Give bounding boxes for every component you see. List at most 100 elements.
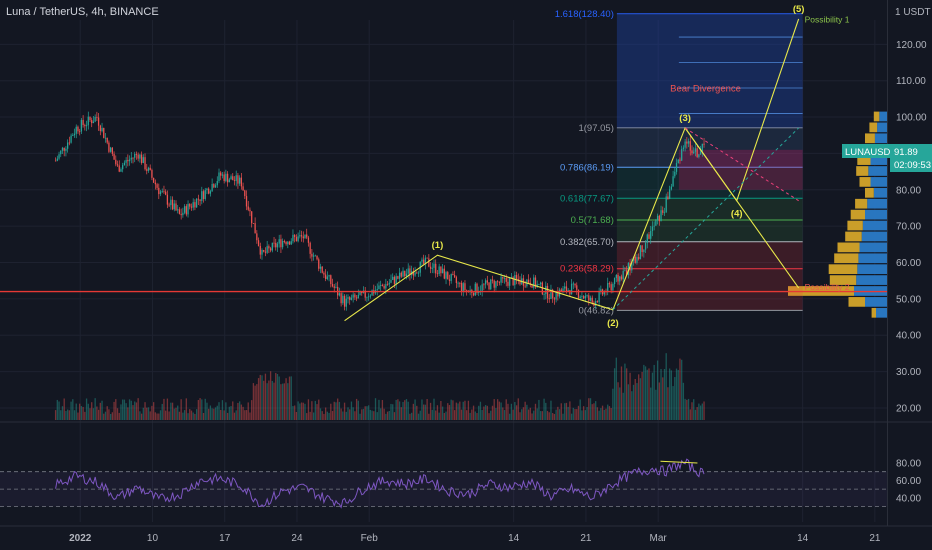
candle-body xyxy=(326,276,329,280)
time-tick-label: 21 xyxy=(869,533,881,544)
volume-bar xyxy=(349,409,351,420)
candle-body xyxy=(644,242,647,250)
volume-bar xyxy=(624,363,626,420)
candle-body xyxy=(352,294,354,298)
volume-profile-down-bar xyxy=(869,122,878,133)
candle-body xyxy=(684,141,686,148)
volume-bar xyxy=(553,413,556,420)
candle-body xyxy=(496,281,499,282)
candle-body xyxy=(292,234,294,242)
candle-body xyxy=(152,177,155,183)
candle-body xyxy=(466,290,468,292)
volume-bar xyxy=(560,403,562,420)
candle-body xyxy=(600,289,602,292)
volume-bar xyxy=(636,383,638,420)
candle-body xyxy=(122,165,124,170)
volume-bar xyxy=(435,410,437,420)
candle-body xyxy=(638,257,640,260)
volume-bar xyxy=(431,409,433,420)
wave-label: (2) xyxy=(607,318,619,329)
candle-body xyxy=(534,277,537,288)
candle-body xyxy=(424,257,427,264)
price-tick-label: 20.00 xyxy=(896,403,921,414)
volume-bar xyxy=(658,382,660,420)
rsi-line xyxy=(55,458,705,509)
volume-bar xyxy=(352,407,354,420)
volume-bar xyxy=(441,406,444,420)
volume-bar xyxy=(300,402,303,420)
volume-bar xyxy=(209,405,212,420)
volume-bar xyxy=(154,412,157,420)
rsi-pane[interactable] xyxy=(0,458,887,509)
volume-bar xyxy=(137,398,139,420)
fibonacci-retracement[interactable]: 0(46.82) 0.236(58.29) 0.382(65.70) 0.5(71.6… xyxy=(555,9,803,317)
candle-body xyxy=(75,126,77,134)
price-tick-label: 120.00 xyxy=(896,40,927,51)
volume-bar xyxy=(343,402,346,420)
volume-bar xyxy=(142,407,144,420)
candle-body xyxy=(204,190,206,200)
volume-bar xyxy=(96,406,98,420)
candle-body xyxy=(254,223,256,234)
candle-body xyxy=(423,259,425,264)
candle-body xyxy=(421,259,423,262)
candle-body xyxy=(625,270,628,275)
candle-body xyxy=(318,259,320,269)
volume-bar xyxy=(232,401,234,420)
volume-bar xyxy=(146,407,148,420)
fib-zone xyxy=(616,220,803,242)
candle-body xyxy=(238,177,241,184)
candle-body xyxy=(643,249,645,253)
candle-body xyxy=(330,275,332,285)
rsi-tick-label: 80.00 xyxy=(896,459,921,470)
candle-body xyxy=(386,284,389,285)
candle-body xyxy=(502,276,504,279)
volume-bar xyxy=(509,413,511,420)
candle-body xyxy=(696,148,698,157)
volume-profile-up-bar xyxy=(865,297,887,307)
volume-bar xyxy=(311,401,313,420)
candle-body xyxy=(307,237,310,243)
volume-bar xyxy=(342,411,344,420)
candle-body xyxy=(584,295,587,299)
candle-body xyxy=(273,242,275,244)
candle-body xyxy=(699,151,702,155)
elliott-wave[interactable]: (1) (2) (3) (4) (5) Bear Divergence Possibilit… xyxy=(0,4,887,329)
volume-profile-down-bar xyxy=(859,177,871,187)
volume-bar xyxy=(574,409,576,420)
candle-body xyxy=(149,167,151,171)
candle-body xyxy=(84,125,86,127)
volume-bar xyxy=(701,403,703,420)
volume-bar xyxy=(190,410,193,420)
candle-body xyxy=(111,147,114,154)
candle-body xyxy=(660,210,662,222)
candle-body xyxy=(455,277,458,283)
candle-body xyxy=(392,276,394,280)
volume-bar xyxy=(251,400,253,420)
volume-bar xyxy=(500,402,502,420)
volume-bar xyxy=(180,399,182,420)
volume-bar xyxy=(414,399,416,420)
volume-bar xyxy=(204,398,206,420)
volume-bar xyxy=(206,402,208,420)
volume-bar xyxy=(359,413,361,420)
volume-bar xyxy=(84,411,86,420)
candle-body xyxy=(324,274,327,280)
candle-body xyxy=(617,274,619,282)
candle-body xyxy=(127,160,129,162)
volume-bar xyxy=(632,384,635,420)
volume-bar xyxy=(225,402,227,420)
candle-body xyxy=(538,284,540,286)
volume-profile-down-bar xyxy=(855,198,868,209)
candlesticks[interactable] xyxy=(54,111,705,311)
volume-bar xyxy=(197,400,200,420)
candle-body xyxy=(591,297,593,303)
candle-body xyxy=(395,276,397,284)
candle-body xyxy=(383,285,385,289)
candle-body xyxy=(345,298,347,307)
candle-body xyxy=(101,127,103,132)
volume-profile-down-bar xyxy=(857,155,871,165)
volume-bar xyxy=(158,413,160,420)
